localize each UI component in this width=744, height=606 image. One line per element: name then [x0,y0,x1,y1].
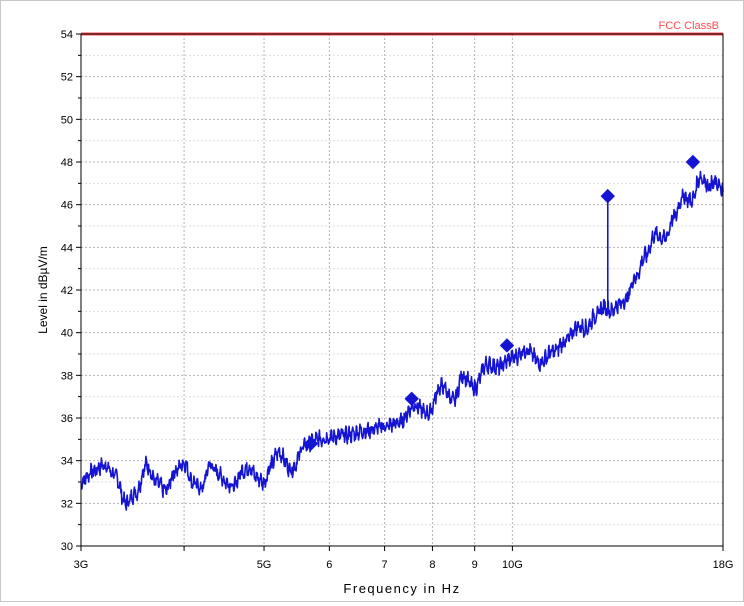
x-tick-label: 9 [472,559,478,571]
peak-marker [600,188,615,204]
y-tick-label: 36 [61,413,73,425]
x-axis: 3G 5G 6 7 8 9 10G 18G [74,546,734,571]
x-tick-label: 8 [429,559,435,571]
peak-marker [404,391,419,407]
peak-marker [303,436,319,451]
y-tick-label: 50 [61,114,73,126]
series-line [80,170,724,511]
x-tick-label: 10G [502,559,523,571]
y-tick-label: 32 [61,498,73,510]
y-tick-label: 46 [61,200,73,212]
x-tick-label: 3G [74,559,89,571]
x-tick-label: 5G [257,559,272,571]
x-tick-label: 6 [326,559,332,571]
series-group [80,170,724,511]
limit-line-label: FCC ClassB [658,20,719,32]
x-tick-label: 7 [382,559,388,571]
y-tick-label: 42 [61,285,73,297]
x-tick-label: 18G [713,559,734,571]
y-axis-label: Level in dBµV/m [36,246,50,334]
y-tick-label: 48 [61,157,73,169]
peak-marker [499,338,515,353]
y-tick-label: 30 [61,541,73,553]
y-tick-label: 54 [61,29,73,41]
y-tick-label: 44 [61,242,73,254]
peak-marker [685,154,701,170]
y-axis: 30 32 34 36 38 40 42 44 46 48 50 52 54 [61,29,81,553]
marker-group [303,154,701,451]
y-tick-label: 38 [61,370,73,382]
y-tick-label: 34 [61,456,73,468]
y-tick-label: 40 [61,328,73,340]
y-tick-label: 52 [61,72,73,84]
x-axis-label: Frequency in Hz [343,581,460,596]
